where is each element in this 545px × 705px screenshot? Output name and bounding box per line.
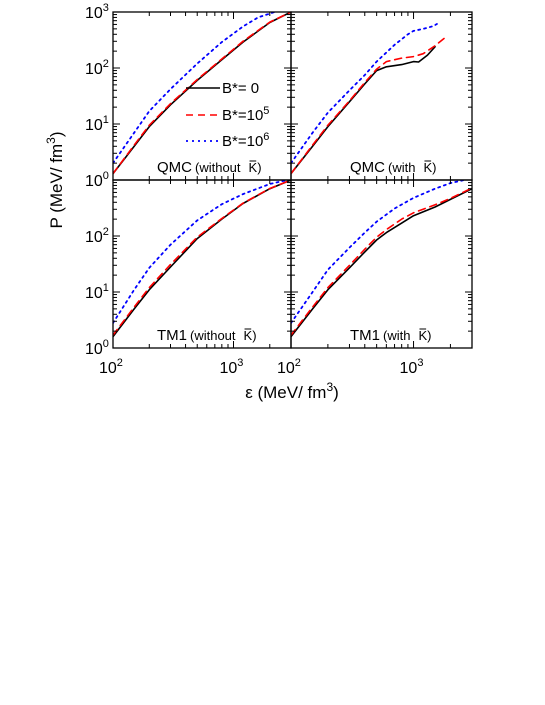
series-line-top-right-1	[291, 34, 449, 175]
legend-label-b5-sup: 5	[263, 105, 269, 117]
panel-top-right: QMC (with K)	[290, 11, 473, 181]
y-tick-label: 101	[85, 282, 109, 302]
panel-label-model: QMC	[350, 159, 385, 176]
x-axis-label: ε (MeV/ fm3)	[245, 380, 339, 402]
legend: B*= 0 B*=105 B*=106	[186, 80, 269, 150]
legend-label-b6-text: B*=10	[222, 133, 263, 150]
panel-label-paren: (with	[388, 160, 415, 175]
y-tick-label: 101	[85, 114, 109, 134]
x-axis-label-sup: 3	[326, 380, 333, 394]
y-axis-label-text: P (MeV/ fm	[47, 144, 66, 229]
panel-label-close: )	[432, 160, 436, 175]
panel-label-kbar: K	[423, 160, 432, 175]
legend-label-b6-sup: 6	[263, 131, 269, 143]
panel-label-paren: (without	[190, 328, 236, 343]
x-tick-label-base: 10	[277, 360, 295, 377]
panel-label-model: QMC	[157, 159, 192, 176]
panel-label-kbar: K	[249, 160, 258, 175]
y-tick-label-exp: 3	[103, 2, 109, 14]
x-tick-label-exp: 2	[117, 357, 123, 369]
panel-label-model: TM1	[350, 327, 380, 344]
x-tick-label: 103	[220, 357, 244, 377]
series-group-bottom-right	[291, 180, 472, 338]
series-line-top-left-1	[113, 12, 291, 175]
x-tick-label-exp: 2	[295, 357, 301, 369]
x-tick-label: 103	[400, 357, 424, 377]
panel-label-close: )	[257, 160, 261, 175]
y-tick-label-exp: 0	[103, 338, 109, 350]
panel-label-paren: (without	[195, 160, 241, 175]
panel-frame-bottom-right	[290, 179, 473, 349]
legend-label-b5: B*=105	[222, 105, 269, 124]
y-axis-label: P (MeV/ fm3)	[44, 131, 66, 228]
x-axis-label-text: ε (MeV/ fm	[245, 383, 326, 402]
series-line-bottom-left-2	[113, 180, 289, 324]
y-tick-label-base: 10	[85, 173, 103, 190]
panel-label-top-right: QMC (with K)	[350, 159, 436, 176]
series-line-bottom-right-0	[291, 187, 472, 338]
x-tick-label-base: 10	[220, 360, 238, 377]
panel-label-bottom-left: TM1 (without K)	[157, 327, 257, 344]
panel-label-top-left: QMC (without K)	[157, 159, 262, 176]
panel-label-model: TM1	[157, 327, 187, 344]
panel-label-bottom-right: TM1 (with K)	[350, 327, 431, 344]
x-tick-label-base: 10	[99, 360, 117, 377]
y-tick-label-exp: 0	[103, 170, 109, 182]
y-tick-label-base: 10	[85, 117, 103, 134]
series-line-top-right-0	[291, 45, 436, 175]
y-tick-label: 102	[85, 226, 109, 246]
series-group-top-right	[291, 23, 449, 175]
x-tick-label-exp: 3	[237, 357, 243, 369]
y-tick-label-exp: 1	[103, 114, 109, 126]
legend-label-b0: B*= 0	[222, 80, 259, 97]
x-tick-label-exp: 3	[417, 357, 423, 369]
x-tick-label-base: 10	[400, 360, 418, 377]
y-tick-label: 100	[85, 170, 109, 190]
panel-label-kbar: K	[418, 328, 427, 343]
panel-label-close: )	[427, 328, 431, 343]
panel-label-paren: (with	[383, 328, 410, 343]
y-tick-label-base: 10	[85, 5, 103, 22]
y-tick-label-base: 10	[85, 285, 103, 302]
y-tick-label-exp: 2	[103, 58, 109, 70]
y-axis-label-sup: 3	[44, 137, 58, 144]
y-tick-label: 103	[85, 2, 109, 22]
legend-label-b6: B*=106	[222, 131, 269, 150]
x-axis-label-close: )	[333, 383, 339, 402]
y-tick-label-base: 10	[85, 61, 103, 78]
series-line-top-right-2	[291, 23, 438, 165]
panel-label-close: )	[252, 328, 256, 343]
series-line-bottom-left-1	[113, 180, 291, 336]
legend-label-b5-text: B*=10	[222, 107, 263, 124]
series-line-bottom-right-2	[291, 180, 466, 324]
y-tick-label-base: 10	[85, 341, 103, 358]
ticks-top-left	[112, 11, 292, 181]
y-axis-label-close: )	[47, 131, 66, 137]
y-tick-label: 102	[85, 58, 109, 78]
x-tick-label: 102	[277, 357, 301, 377]
y-tick-label-exp: 2	[103, 226, 109, 238]
y-tick-label-base: 10	[85, 229, 103, 246]
y-tick-label-exp: 1	[103, 282, 109, 294]
series-group-bottom-left	[113, 180, 291, 338]
series-line-bottom-right-1	[291, 187, 472, 336]
x-tick-label: 102	[99, 357, 123, 377]
legend-label-b0-text: B*= 0	[222, 80, 259, 97]
series-group-top-left	[113, 12, 291, 175]
panel-label-kbar: K	[244, 328, 253, 343]
y-tick-label: 100	[85, 338, 109, 358]
